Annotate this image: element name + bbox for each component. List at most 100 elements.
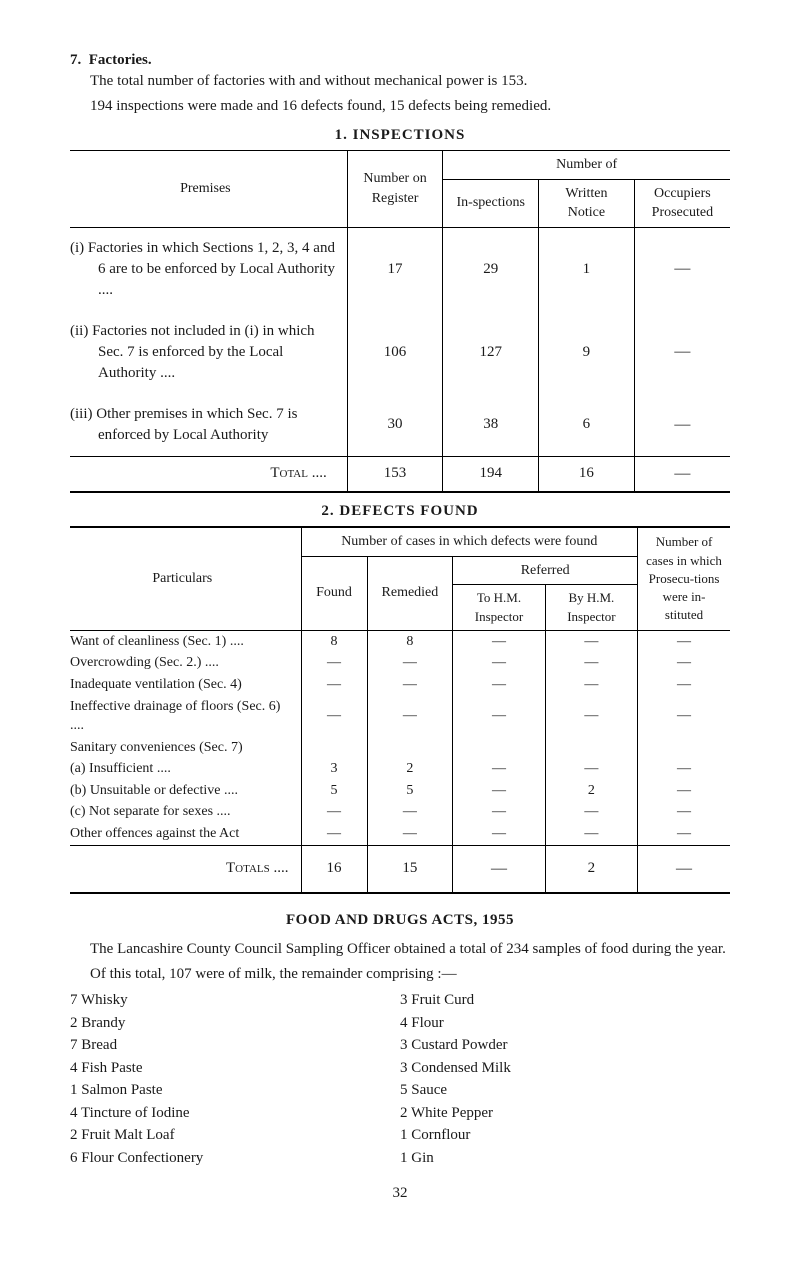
row1-prosecuted: — xyxy=(634,227,730,311)
row-remedied: — xyxy=(367,696,453,737)
row2-label: (ii) Factories not included in (i) in wh… xyxy=(70,321,341,384)
row-label: (a) Insufficient .... xyxy=(70,758,301,780)
list-item: 2 Brandy xyxy=(70,1012,400,1035)
row-to_hm: — xyxy=(453,674,545,696)
header-written: Written Notice xyxy=(539,179,635,227)
row-label: Want of cleanliness (Sec. 1) .... xyxy=(70,630,301,652)
row-remedied: — xyxy=(367,801,453,823)
table1-title: 1. INSPECTIONS xyxy=(70,125,730,146)
row-label: Sanitary conveniences (Sec. 7) xyxy=(70,737,301,759)
total-inspections: 194 xyxy=(443,456,539,492)
row2-written: 9 xyxy=(539,311,635,394)
table-row: Want of cleanliness (Sec. 1) ....88——— xyxy=(70,630,730,652)
table-row: (a) Insufficient ....32——— xyxy=(70,758,730,780)
food-para1: The Lancashire County Council Sampling O… xyxy=(70,939,730,960)
list-item: 3 Condensed Milk xyxy=(400,1057,730,1080)
section-heading: 7. Factories. xyxy=(70,50,730,71)
table-row: Sanitary conveniences (Sec. 7) xyxy=(70,737,730,759)
row-to_hm: — xyxy=(453,630,545,652)
header-casesfound: Number of cases in which defects were fo… xyxy=(301,527,638,556)
header-prosecuted: Occupiers Prosecuted xyxy=(634,179,730,227)
header-premises: Premises xyxy=(70,151,347,228)
row-to_hm xyxy=(453,737,545,759)
row-label: Ineffective drainage of floors (Sec. 6) … xyxy=(70,696,301,737)
list-item: 3 Fruit Curd xyxy=(400,989,730,1012)
section-title: Factories. xyxy=(89,52,152,68)
food-list-right: 3 Fruit Curd4 Flour3 Custard Powder3 Con… xyxy=(400,989,730,1169)
row-found xyxy=(301,737,367,759)
food-title: FOOD AND DRUGS ACTS, 1955 xyxy=(70,910,730,931)
row-label: (c) Not separate for sexes .... xyxy=(70,801,301,823)
row-to_hm: — xyxy=(453,780,545,802)
row-found: — xyxy=(301,696,367,737)
row-prosec: — xyxy=(638,780,730,802)
row-to_hm: — xyxy=(453,801,545,823)
paragraph-2: 194 inspections were made and 16 defects… xyxy=(70,96,730,117)
row-by_hm: — xyxy=(545,758,637,780)
row-by_hm: — xyxy=(545,652,637,674)
inspections-table: Premises Number on Register Number of In… xyxy=(70,150,730,493)
total-prosecuted: — xyxy=(634,456,730,492)
row-remedied: — xyxy=(367,674,453,696)
table-row: Overcrowding (Sec. 2.) ....————— xyxy=(70,652,730,674)
totals-label: Totals .... xyxy=(70,845,301,893)
row-by_hm: — xyxy=(545,823,637,845)
row-to_hm: — xyxy=(453,823,545,845)
header-byhm: By H.M. Inspector xyxy=(545,585,637,630)
list-item: 4 Fish Paste xyxy=(70,1057,400,1080)
row3-register: 30 xyxy=(347,394,443,457)
list-item: 3 Custard Powder xyxy=(400,1034,730,1057)
row-by_hm: — xyxy=(545,696,637,737)
header-remedied: Remedied xyxy=(367,556,453,630)
row-by_hm: — xyxy=(545,674,637,696)
list-item: 6 Flour Confectionery xyxy=(70,1147,400,1170)
row-remedied: 5 xyxy=(367,780,453,802)
row-label: Other offences against the Act xyxy=(70,823,301,845)
food-para2: Of this total, 107 were of milk, the rem… xyxy=(70,964,730,985)
row2-inspections: 127 xyxy=(443,311,539,394)
header-tohm: To H.M. Inspector xyxy=(453,585,545,630)
table-row: Other offences against the Act————— xyxy=(70,823,730,845)
total-register: 153 xyxy=(347,456,443,492)
row-prosec xyxy=(638,737,730,759)
list-item: 2 Fruit Malt Loaf xyxy=(70,1124,400,1147)
row3-inspections: 38 xyxy=(443,394,539,457)
row1-label: (i) Factories in which Sections 1, 2, 3,… xyxy=(70,238,341,301)
table-row: (c) Not separate for sexes ....————— xyxy=(70,801,730,823)
row-prosec: — xyxy=(638,823,730,845)
row-prosec: — xyxy=(638,630,730,652)
totals-byhm: 2 xyxy=(545,845,637,893)
row-by_hm: — xyxy=(545,801,637,823)
header-prosecutions: Number of cases in which Prosecu-tions w… xyxy=(638,527,730,630)
paragraph-1: The total number of factories with and w… xyxy=(70,71,730,92)
row-prosec: — xyxy=(638,758,730,780)
table-row: Inadequate ventilation (Sec. 4)————— xyxy=(70,674,730,696)
section-number: 7. xyxy=(70,52,81,68)
row-to_hm: — xyxy=(453,758,545,780)
row1-inspections: 29 xyxy=(443,227,539,311)
list-item: 4 Tincture of Iodine xyxy=(70,1102,400,1125)
list-item: 7 Bread xyxy=(70,1034,400,1057)
row3-written: 6 xyxy=(539,394,635,457)
total-written: 16 xyxy=(539,456,635,492)
table-row: (b) Unsuitable or defective ....55—2— xyxy=(70,780,730,802)
header-register: Number on Register xyxy=(347,151,443,228)
list-item: 2 White Pepper xyxy=(400,1102,730,1125)
row-remedied: 8 xyxy=(367,630,453,652)
total-label: Total .... xyxy=(70,456,347,492)
list-item: 4 Flour xyxy=(400,1012,730,1035)
row-found: 8 xyxy=(301,630,367,652)
row-found: — xyxy=(301,674,367,696)
row2-register: 106 xyxy=(347,311,443,394)
list-item: 7 Whisky xyxy=(70,989,400,1012)
row-found: 3 xyxy=(301,758,367,780)
row-label: Inadequate ventilation (Sec. 4) xyxy=(70,674,301,696)
page-number: 32 xyxy=(70,1183,730,1204)
row-label: Overcrowding (Sec. 2.) .... xyxy=(70,652,301,674)
header-numberof: Number of xyxy=(443,151,730,180)
row-label: (b) Unsuitable or defective .... xyxy=(70,780,301,802)
totals-found: 16 xyxy=(301,845,367,893)
totals-prosec: — xyxy=(638,845,730,893)
row-found: — xyxy=(301,823,367,845)
list-item: 1 Cornflour xyxy=(400,1124,730,1147)
